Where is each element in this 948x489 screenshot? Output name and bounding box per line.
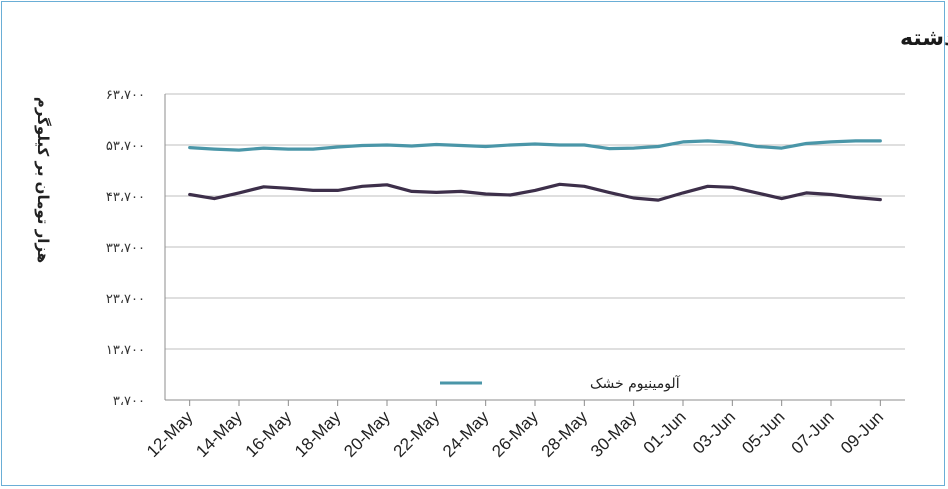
x-tick-label: 26-May [488,407,542,461]
x-tick-labels: 12-May14-May16-May18-May20-May22-May24-M… [143,407,887,461]
x-tick-label: 05-Jun [738,407,788,457]
gridlines [165,93,905,350]
y-tick-label: ۶۳،۷۰۰ [106,88,145,103]
y-tick-label: ۲۳،۷۰۰ [106,292,145,307]
y-tick-label: ۳۳،۷۰۰ [106,241,145,256]
x-tick-label: 28-May [538,407,592,461]
x-tick-label: 09-Jun [837,407,887,457]
y-tick-label: ۳،۷۰۰ [113,394,145,409]
x-tick-label: 20-May [340,407,394,461]
y-tick-label: ۱۳،۷۰۰ [106,343,145,358]
x-tick-label: 14-May [192,407,246,461]
y-axis-label: هزار تومان بر کیلوگرم [34,97,52,263]
series-lines [188,139,882,202]
x-tick-label: 16-May [242,407,296,461]
chart-title: نمودار ۱- روند قیمت آلومینیوم خشک و سفال… [900,23,948,51]
y-tick-labels: ۳،۷۰۰ ۱۳،۷۰۰ ۲۳،۷۰۰ ۳۳،۷۰۰ ۴۳،۷۰۰ ۵۳،۷۰۰ ۶۳،۷۰… [106,88,145,409]
series-line-2 [188,182,882,202]
x-tick-label: 12-May [143,407,197,461]
x-tick-label: 30-May [587,407,641,461]
x-tick-label: 03-Jun [689,407,739,457]
series-line-1 [188,139,882,152]
axes [164,94,905,406]
x-tick-label: 22-May [390,407,444,461]
x-tick-label: 07-Jun [788,407,838,457]
y-tick-label: ۵۳،۷۰۰ [106,139,145,154]
x-tick-label: 01-Jun [640,407,690,457]
x-tick-label: 18-May [291,407,345,461]
x-tick-label: 24-May [439,407,493,461]
legend-label: آلومینیوم خشک [590,375,681,392]
y-tick-label: ۴۳،۷۰۰ [106,190,145,205]
legend: آلومینیوم خشک [440,375,681,392]
